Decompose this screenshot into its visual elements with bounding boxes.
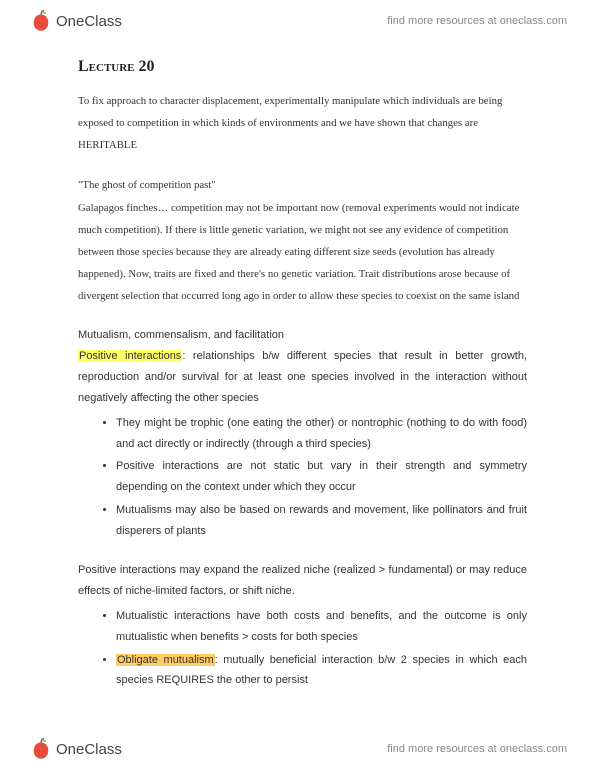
list-item: Mutualisms may also be based on rewards … bbox=[116, 500, 527, 542]
page-header: OneClass find more resources at oneclass… bbox=[0, 0, 595, 42]
intro-paragraph: To fix approach to character displacemen… bbox=[78, 90, 527, 156]
list-item: Obligate mutualism: mutually beneficial … bbox=[116, 650, 527, 692]
niche-paragraph: Positive interactions may expand the rea… bbox=[78, 560, 527, 602]
ghost-paragraph: Galapagos finches… competition may not b… bbox=[78, 197, 527, 308]
footer-tagline: find more resources at oneclass.com bbox=[387, 743, 567, 755]
page-footer: OneClass find more resources at oneclass… bbox=[0, 728, 595, 770]
list-item: Positive interactions are not static but… bbox=[116, 456, 527, 498]
highlight-obligate: Obligate mutualism bbox=[116, 654, 215, 666]
list-item: They might be trophic (one eating the ot… bbox=[116, 413, 527, 455]
list-item: Mutualistic interactions have both costs… bbox=[116, 606, 527, 648]
section-heading-mutualism: Mutualism, commensalism, and facilitatio… bbox=[78, 325, 527, 346]
mutualistic-bullets: Mutualistic interactions have both costs… bbox=[78, 606, 527, 692]
positive-interactions-def: Positive interactions: relationships b/w… bbox=[78, 346, 527, 409]
highlight-positive: Positive interactions bbox=[78, 350, 182, 362]
brand-logo: OneClass bbox=[28, 8, 122, 34]
brand-name: OneClass bbox=[56, 13, 122, 30]
positive-bullets: They might be trophic (one eating the ot… bbox=[78, 413, 527, 542]
apple-icon bbox=[28, 736, 54, 762]
lecture-title: Lecture 20 bbox=[78, 58, 527, 76]
brand-logo-footer: OneClass bbox=[28, 736, 122, 762]
header-tagline: find more resources at oneclass.com bbox=[387, 15, 567, 27]
brand-name-footer: OneClass bbox=[56, 741, 122, 758]
apple-icon bbox=[28, 8, 54, 34]
ghost-quote: "The ghost of competition past" bbox=[78, 174, 527, 196]
document-body: Lecture 20 To fix approach to character … bbox=[78, 58, 527, 730]
